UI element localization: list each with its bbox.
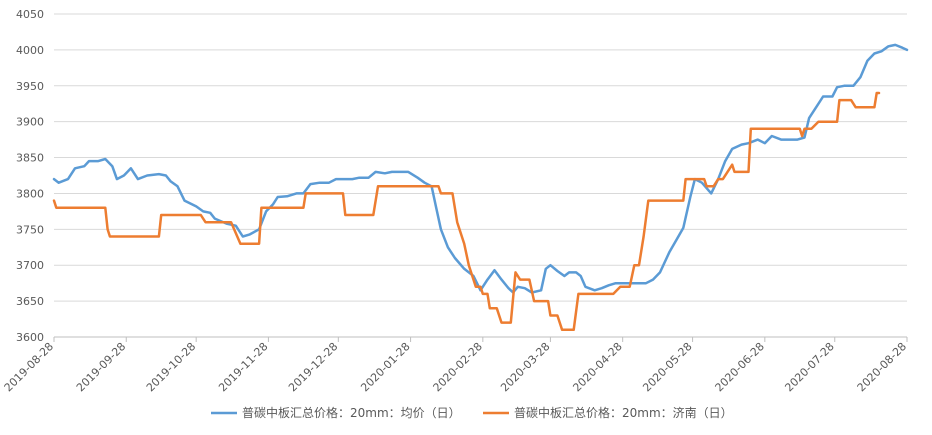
legend-label: 普碳中板汇总价格：20mm：济南（日） [514,405,733,420]
y-tick-label: 3650 [16,295,44,308]
legend-label: 普碳中板汇总价格：20mm：均价（日） [242,405,461,420]
y-tick-label: 3750 [16,223,44,236]
series-lines [52,43,909,332]
y-tick-label: 3800 [16,187,44,200]
x-tick-label: 2020-08-28 [855,340,909,394]
y-tick-label: 3850 [16,152,44,165]
series-line-1 [52,43,909,294]
y-tick-label: 4000 [16,44,44,57]
x-tick-label: 2020-05-28 [640,340,694,394]
y-axis: 3600 3650 3700 3750 3800 3850 3900 3950 4000 4050 [16,8,44,344]
x-tick-label: 2020-03-28 [498,340,552,394]
x-tick-label: 2019-08-28 [2,340,56,394]
y-tick-label: 3900 [16,116,44,129]
y-tick-label: 4050 [16,8,44,21]
legend: 普碳中板汇总价格：20mm：均价（日） 普碳中板汇总价格：20mm：济南（日） [211,405,733,420]
x-tick-label: 2020-06-28 [713,340,767,394]
grid-lines [54,13,907,302]
y-tick-label: 3950 [16,80,44,93]
y-tick-label: 3700 [16,259,44,272]
x-tick-label: 2020-01-28 [358,340,412,394]
x-tick-label: 2019-09-28 [74,340,128,394]
x-tick-label: 2019-12-28 [286,340,340,394]
x-tick-label: 2019-11-28 [216,340,270,394]
y-tick-label: 3600 [16,331,44,344]
x-tick-label: 2020-07-28 [782,340,836,394]
series-line-2 [52,91,881,332]
x-tick-label: 2019-10-28 [144,340,198,394]
x-tick-label: 2020-04-28 [570,340,624,394]
x-axis: 2019-08-28 2019-09-28 2019-10-28 2019-11-28… [2,336,909,394]
x-tick-label: 2020-02-28 [431,340,485,394]
